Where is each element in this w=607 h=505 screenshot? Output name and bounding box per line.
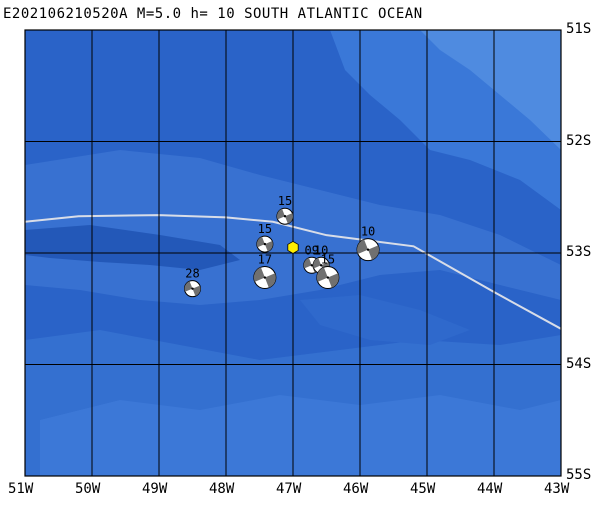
lat-tick-label: 55S [566,467,592,483]
focal-mechanism[interactable]: 17 [253,253,277,290]
lon-tick-label: 51W [8,481,34,497]
beachball-center-dot [310,264,313,267]
plate-boundary-line [25,214,561,330]
south-patch [40,395,561,476]
lon-tick-label: 45W [410,481,436,497]
depth-label: 15 [321,253,335,267]
lat-tick-label: 51S [566,21,592,37]
lon-tick-label: 48W [209,481,235,497]
depth-label: 15 [258,222,272,236]
lon-tick-label: 50W [75,481,101,497]
epicenter-marker [287,240,299,254]
depth-label: 17 [258,253,272,267]
shelf-northeast-light [420,30,561,150]
depth-label: 28 [185,267,199,281]
map-title: E202106210520A M=5.0 h= 10 SOUTH ATLANTI… [3,6,423,22]
beachball-center-dot [263,242,267,246]
beachball-center-dot [191,287,194,290]
depth-label: 09 [305,243,319,257]
lon-tick-label: 43W [544,481,570,497]
lon-tick-label: 44W [477,481,503,497]
depth-label: 10 [361,225,375,239]
focal-mechanism[interactable]: 28 [184,267,201,298]
focal-mechanism[interactable]: 15 [276,194,294,225]
beachball-center-dot [319,264,323,267]
lat-tick-label: 54S [566,355,592,372]
lon-tick-label: 46W [343,481,369,497]
lon-tick-label: 47W [276,481,302,497]
focal-mechanism[interactable]: 15 [316,253,340,290]
depth-label: 15 [278,194,292,208]
lat-tick-label: 53S [566,244,592,260]
deep-trough [25,225,240,270]
yellow-hexagon-icon [287,240,299,254]
map-frame [24,29,562,477]
focal-mechanism[interactable]: 10 [356,225,380,262]
lon-tick-label: 49W [142,481,168,497]
beachball-center-dot [366,248,370,251]
beachball-center-dot [263,276,267,279]
depth-label: 10 [314,243,328,257]
lat-tick-label: 52S [566,132,592,149]
beachball-center-dot [283,215,287,218]
beachball-center-dot [326,276,330,279]
focal-mechanism[interactable]: 15 [256,222,274,253]
